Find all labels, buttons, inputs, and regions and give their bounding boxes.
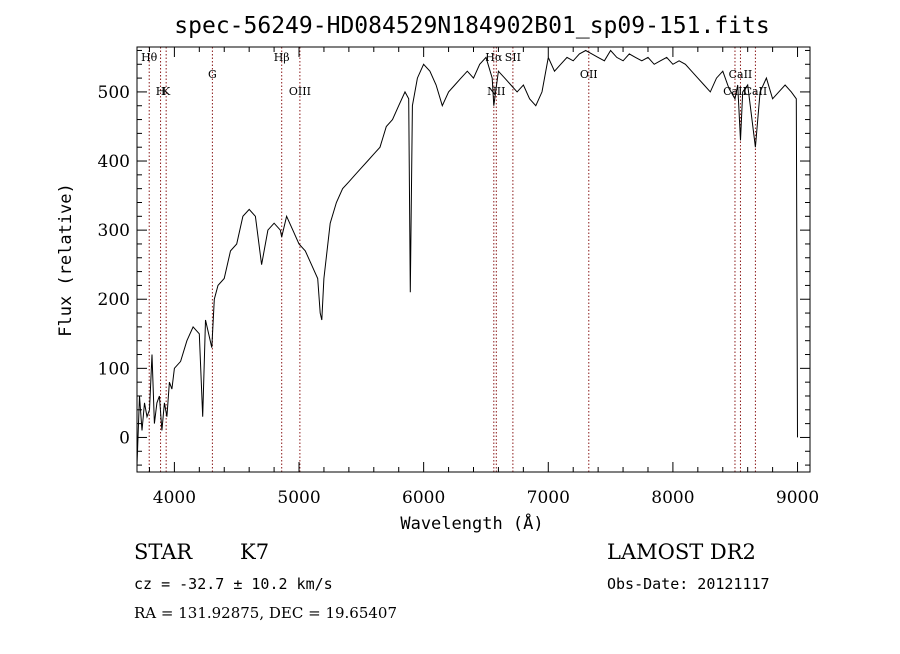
survey-name: LAMOST DR2 xyxy=(607,540,756,564)
spectral-line-label: CaII xyxy=(744,85,768,98)
observation-date: Obs-Date: 20121117 xyxy=(607,575,770,593)
spectral-line-label: OII xyxy=(580,68,598,81)
spectral-line-label: CaII xyxy=(729,68,753,81)
spectral-line-label: OIII xyxy=(289,85,311,98)
sky-coordinates: RA = 131.92875, DEC = 19.65407 xyxy=(134,604,397,622)
y-axis-ticks: 0 100 200 300 400 500 xyxy=(98,49,810,466)
spectral-line-label: SII xyxy=(505,51,521,64)
y-tick-label: 0 xyxy=(119,428,130,448)
spectral-line-label: H xyxy=(156,85,166,98)
y-tick-label: 100 xyxy=(98,359,130,379)
object-subclass: K7 xyxy=(240,540,269,564)
redshift-cz: cz = -32.7 ± 10.2 km/s xyxy=(134,575,333,593)
y-tick-label: 500 xyxy=(98,83,130,103)
chart-title: spec-56249-HD084529N184902B01_sp09-151.f… xyxy=(174,13,769,39)
x-tick-label: 6000 xyxy=(402,488,445,508)
line-markers xyxy=(148,47,756,472)
y-axis-label: Flux (relative) xyxy=(56,183,76,337)
spectrum-line xyxy=(136,49,798,466)
y-tick-label: 300 xyxy=(98,221,130,241)
x-tick-label: 7000 xyxy=(527,488,570,508)
y-tick-label: 400 xyxy=(98,152,130,172)
spectral-line-label: K xyxy=(162,85,171,98)
x-axis-label: Wavelength (Å) xyxy=(400,512,543,534)
plot-frame xyxy=(136,46,811,473)
object-class: STAR xyxy=(134,540,193,564)
spectral-line-label: Hθ xyxy=(141,51,158,64)
x-tick-label: 9000 xyxy=(776,488,819,508)
spectral-line-label: NII xyxy=(487,85,505,98)
x-tick-label: 5000 xyxy=(277,488,320,508)
spectral-line-label: Hβ xyxy=(274,51,290,64)
y-tick-label: 200 xyxy=(98,290,130,310)
spectral-line-label: G xyxy=(208,68,217,81)
x-tick-label: 4000 xyxy=(153,488,196,508)
x-axis-ticks: 4000 5000 6000 7000 8000 9000 xyxy=(148,47,819,508)
x-tick-label: 8000 xyxy=(651,488,694,508)
spectral-line-label: Hα xyxy=(485,51,503,64)
